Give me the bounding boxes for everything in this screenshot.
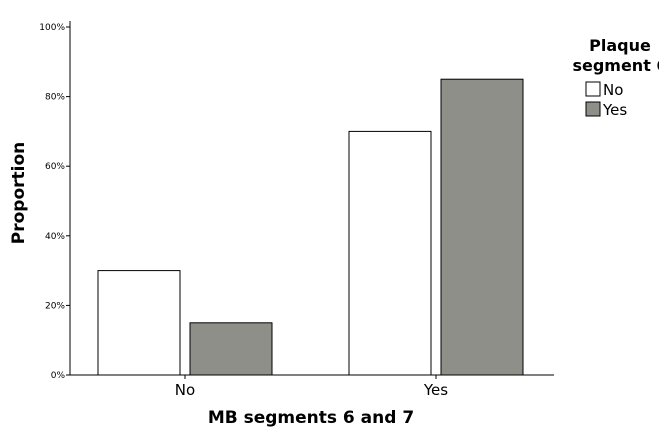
x-category-label: Yes (423, 381, 448, 399)
legend-label-yes: Yes (602, 101, 627, 119)
y-axis-title: Proportion (9, 142, 29, 245)
x-axis-title: MB segments 6 and 7 (208, 408, 414, 428)
legend-title-line2: segment 6 (572, 56, 659, 75)
x-axis-category-labels: No Yes (175, 375, 448, 399)
bar-yes-yes (440, 78, 524, 376)
legend-swatch-yes (585, 101, 601, 117)
legend-swatch-no (585, 81, 601, 97)
legend-label-no: No (603, 81, 623, 99)
bars (97, 78, 524, 376)
axes (69, 21, 554, 376)
bar-no-yes (189, 322, 273, 376)
y-tick-label: 40% (45, 232, 65, 242)
y-tick-label: 100% (39, 23, 65, 33)
x-category-label: No (175, 381, 195, 399)
y-tick-label: 60% (45, 162, 65, 172)
bar-no-no (97, 270, 181, 376)
legend-title-line1: Plaque (589, 36, 651, 55)
y-tick-label: 0% (51, 371, 66, 381)
bar-yes-no (348, 130, 432, 376)
y-tick-label: 80% (45, 93, 65, 103)
y-axis-ticks: 0% 20% 40% 60% 80% 100% (39, 23, 70, 381)
legend: Plaque segment 6 No Yes (572, 36, 659, 119)
y-tick-label: 20% (45, 301, 65, 311)
